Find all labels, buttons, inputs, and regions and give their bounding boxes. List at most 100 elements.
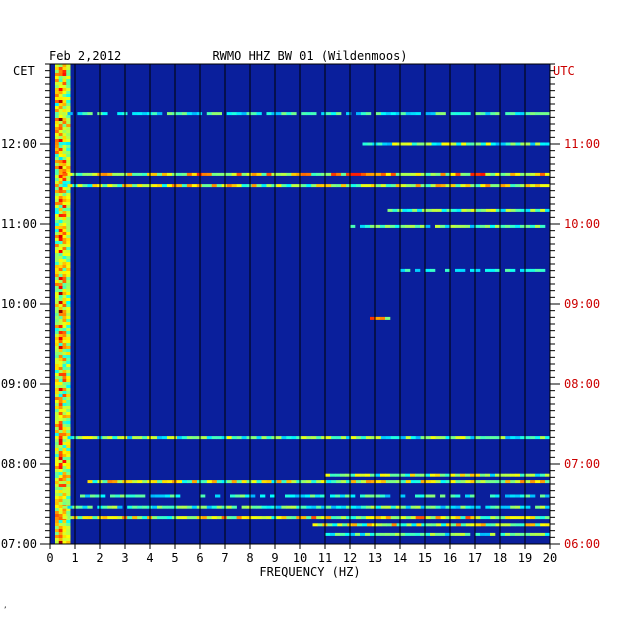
heatmap-event-cell: [525, 112, 531, 116]
heatmap-event-cell: [380, 172, 387, 176]
heatmap-low-frequency-cell: [58, 337, 63, 341]
heatmap-event-cell: [440, 494, 446, 498]
heatmap-low-frequency-cell: [58, 91, 63, 95]
heatmap-low-frequency-cell: [62, 130, 67, 134]
heatmap-low-frequency-cell: [66, 355, 71, 359]
heatmap-event-cell: [445, 184, 451, 188]
heatmap-low-frequency-cell: [62, 223, 67, 227]
heatmap-event-cell: [385, 505, 392, 509]
heatmap-event-cell: [291, 436, 297, 440]
heatmap-event-cell: [276, 436, 282, 440]
heatmap-low-frequency-cell: [62, 73, 67, 77]
heatmap-low-frequency-cell: [55, 361, 60, 365]
heatmap-low-frequency-cell: [58, 190, 63, 194]
heatmap-low-frequency-cell: [55, 427, 60, 431]
heatmap-event-cell: [375, 316, 381, 320]
heatmap-event-cell: [460, 473, 466, 477]
heatmap-event-cell: [132, 516, 138, 520]
heatmap-event-cell: [216, 112, 222, 116]
heatmap-low-frequency-cell: [62, 82, 67, 86]
heatmap-event-cell: [87, 436, 93, 440]
heatmap-event-cell: [382, 142, 388, 146]
heatmap-event-cell: [430, 494, 436, 498]
heatmap-event-cell: [545, 516, 551, 520]
heatmap-low-frequency-cell: [58, 376, 63, 380]
heatmap-event-cell: [530, 142, 536, 146]
heatmap-low-frequency-cell: [55, 295, 60, 299]
heatmap-event-cell: [345, 494, 351, 498]
heatmap-low-frequency-cell: [66, 265, 71, 269]
heatmap-event-cell: [132, 505, 138, 509]
heatmap-event-cell: [226, 184, 232, 188]
heatmap-event-cell: [435, 505, 441, 509]
heatmap-event-cell: [475, 516, 481, 520]
heatmap-low-frequency-cell: [55, 379, 60, 383]
heatmap-event-cell: [365, 516, 372, 520]
heatmap-event-cell: [112, 184, 118, 188]
heatmap-low-frequency-cell: [66, 349, 71, 353]
heatmap-low-frequency-cell: [55, 121, 60, 125]
heatmap-low-frequency-cell: [62, 337, 67, 341]
heatmap-event-cell: [281, 184, 287, 188]
heatmap-low-frequency-cell: [58, 412, 63, 416]
heatmap-event-cell: [460, 523, 467, 527]
heatmap-event-cell: [460, 268, 466, 272]
heatmap-low-frequency-cell: [66, 478, 71, 482]
heatmap-event-cell: [545, 172, 551, 176]
heatmap-low-frequency-cell: [58, 280, 63, 284]
heatmap-event-cell: [191, 505, 198, 509]
heatmap-low-frequency-cell: [55, 325, 60, 329]
chart-title: RWMO HHZ BW 01 (Wildenmoos): [212, 49, 407, 63]
heatmap-event-cell: [306, 172, 312, 176]
x-tick-label: 18: [493, 551, 507, 565]
heatmap-event-cell: [455, 532, 461, 536]
heatmap-low-frequency-cell: [58, 115, 63, 119]
heatmap-event-cell: [460, 112, 466, 116]
heatmap-low-frequency-cell: [58, 241, 63, 245]
heatmap-event-cell: [475, 142, 482, 146]
heatmap-low-frequency-cell: [62, 400, 67, 404]
heatmap-event-cell: [250, 494, 256, 498]
heatmap-low-frequency-cell: [66, 346, 71, 350]
heatmap-event-cell: [251, 505, 257, 509]
heatmap-event-cell: [82, 112, 88, 116]
heatmap-event-cell: [336, 112, 342, 116]
heatmap-event-cell: [206, 112, 213, 116]
heatmap-event-cell: [87, 184, 93, 188]
heatmap-low-frequency-cell: [66, 352, 71, 356]
heatmap-low-frequency-cell: [55, 163, 60, 167]
heatmap-low-frequency-cell: [55, 376, 60, 380]
heatmap-event-cell: [112, 480, 118, 484]
heatmap-low-frequency-cell: [55, 97, 60, 101]
heatmap-event-cell: [465, 494, 471, 498]
heatmap-event-cell: [290, 494, 296, 498]
heatmap-low-frequency-cell: [66, 304, 71, 308]
heatmap-event-cell: [326, 436, 332, 440]
heatmap-event-cell: [77, 505, 83, 509]
heatmap-low-frequency-cell: [58, 142, 63, 146]
heatmap-low-frequency-cell: [58, 466, 63, 470]
heatmap-event-cell: [296, 516, 302, 520]
heatmap-low-frequency-cell: [66, 235, 71, 239]
heatmap-low-frequency-cell: [66, 451, 71, 455]
heatmap-event-cell: [135, 494, 141, 498]
heatmap-event-cell: [485, 184, 491, 188]
heatmap-low-frequency-cell: [55, 400, 60, 404]
heatmap-low-frequency-cell: [58, 367, 63, 371]
heatmap-event-cell: [420, 224, 426, 228]
heatmap-event-cell: [470, 494, 476, 498]
heatmap-event-cell: [505, 184, 511, 188]
heatmap-low-frequency-cell: [66, 409, 71, 413]
heatmap-event-cell: [142, 172, 148, 176]
heatmap-event-cell: [525, 480, 531, 484]
heatmap-event-cell: [495, 505, 501, 509]
heatmap-low-frequency-cell: [62, 103, 67, 107]
heatmap-event-cell: [236, 516, 242, 520]
heatmap-event-cell: [82, 505, 88, 509]
heatmap-low-frequency-cell: [55, 406, 60, 410]
heatmap-event-cell: [435, 184, 441, 188]
heatmap-event-cell: [216, 516, 222, 520]
heatmap-low-frequency-cell: [62, 370, 67, 374]
heatmap-event-cell: [330, 494, 336, 498]
heatmap-low-frequency-cell: [66, 481, 71, 485]
